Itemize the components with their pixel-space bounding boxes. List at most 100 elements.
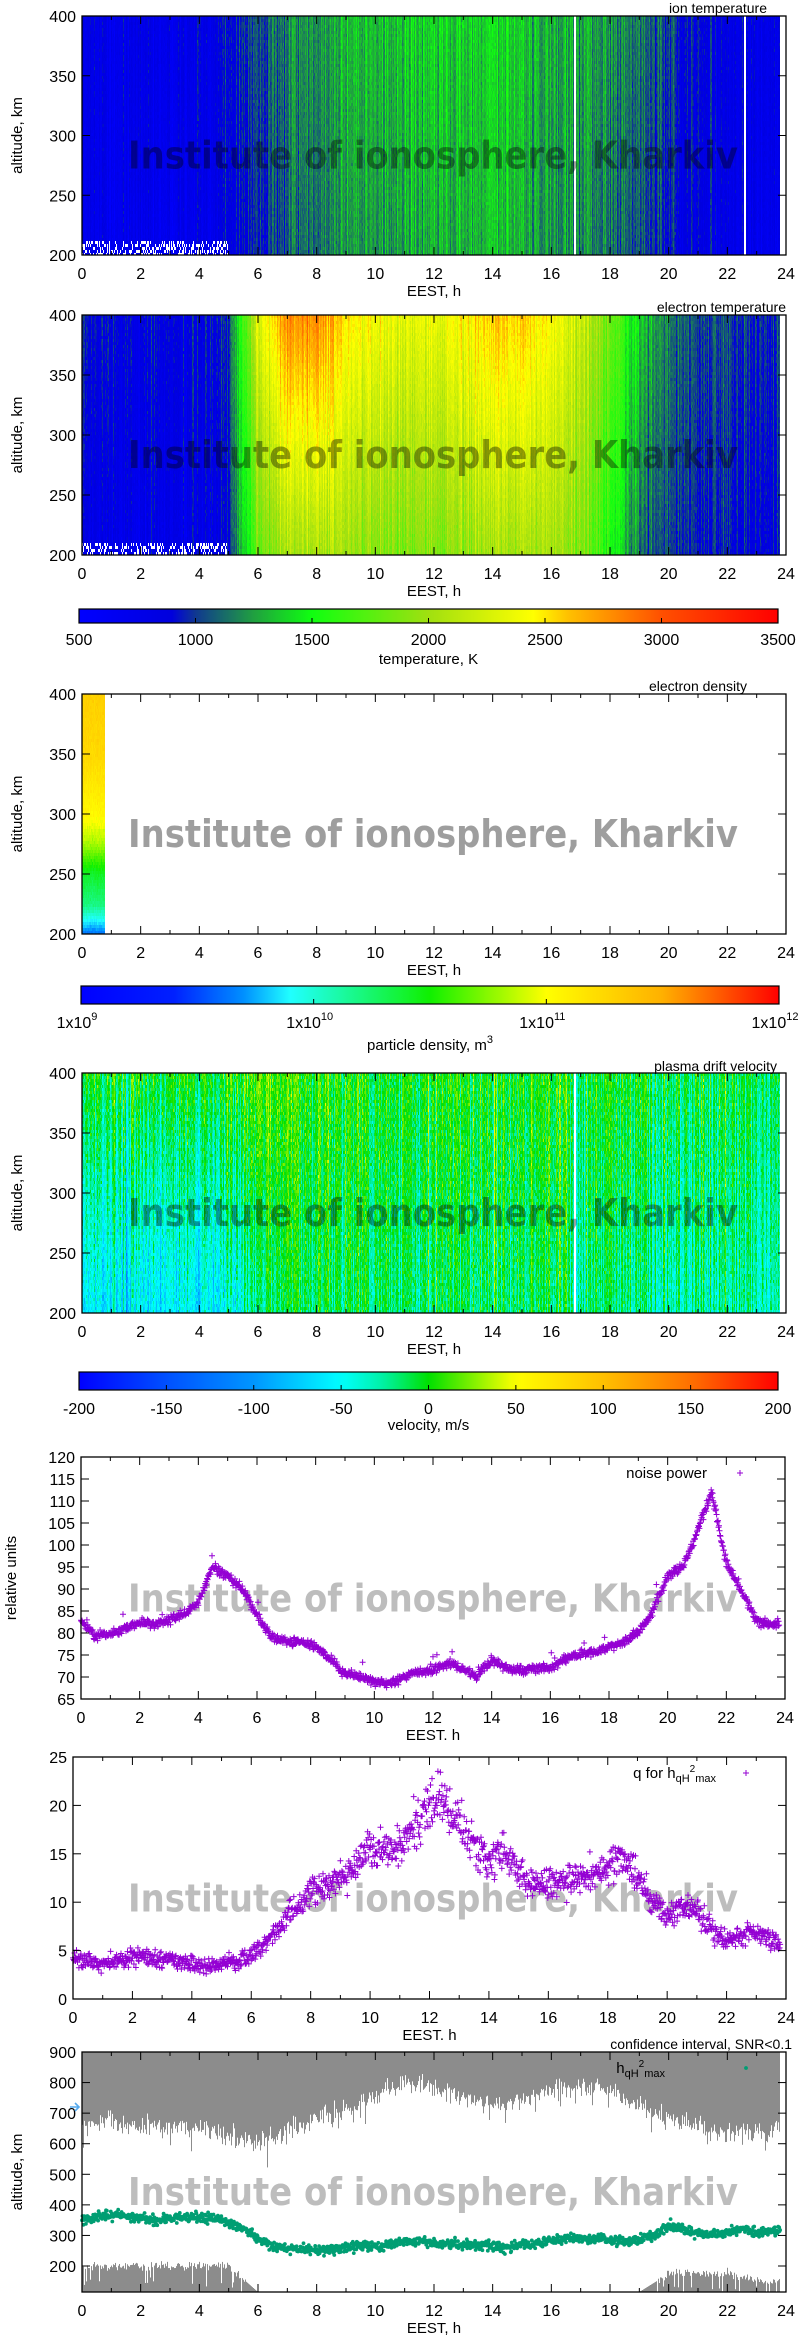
data-point: [234, 1961, 241, 1968]
data-point: [284, 1638, 291, 1645]
data-point: [667, 1916, 674, 1923]
data-point: [498, 1662, 504, 1669]
data-point: [122, 1962, 129, 1969]
data-point: [224, 1570, 231, 1577]
data-point: [771, 1934, 778, 1941]
data-point: [681, 1902, 687, 1909]
data-point: [343, 1879, 350, 1886]
data-point: [751, 1609, 758, 1616]
data-point: [268, 1932, 275, 1938]
data-point: [717, 1934, 724, 1941]
data-point: [569, 1654, 576, 1661]
data-point: [127, 1945, 134, 1951]
data-point: [651, 1606, 657, 1613]
data-point: [333, 1879, 340, 1886]
data-point: [155, 1957, 162, 1964]
data-point: [129, 1950, 136, 1957]
data-point: [558, 1658, 565, 1665]
data-point: [160, 1959, 167, 1966]
data-point: [583, 1651, 589, 1658]
data-point: [260, 1940, 267, 1947]
data-point: [405, 1669, 412, 1676]
data-point: [177, 1954, 184, 1961]
data-point: [273, 1634, 280, 1641]
data-point: [422, 1667, 429, 1674]
data-point: [666, 1569, 673, 1576]
data-point: [175, 1960, 182, 1967]
data-point: [303, 1642, 310, 1649]
data-point: [309, 1890, 316, 1897]
data-point: [773, 1931, 780, 1938]
data-point: [463, 1667, 470, 1674]
x-tick-label: 12: [425, 2303, 443, 2320]
data-point: [80, 1620, 86, 1627]
data-point: [147, 1622, 154, 1629]
data-point: [544, 1884, 551, 1891]
data-point: [316, 1873, 323, 1880]
data-point: [145, 1960, 152, 1967]
data-point: [535, 1663, 542, 1670]
data-point: [431, 1805, 438, 1812]
data-point: [578, 1646, 585, 1653]
data-point: [671, 1570, 678, 1577]
data-point: [340, 1875, 347, 1882]
data-point: [563, 1874, 570, 1881]
data-point: [101, 1963, 108, 1970]
data-point: [170, 1958, 177, 1965]
data-point: [608, 1640, 615, 1647]
data-point: [394, 1847, 401, 1853]
data-point: [367, 1846, 374, 1853]
data-point: [511, 1668, 518, 1675]
data-point: [143, 1621, 150, 1628]
data-point: [467, 1673, 474, 1680]
data-point: [499, 1668, 506, 1674]
data-point: [706, 1921, 713, 1928]
data-point: [145, 1622, 151, 1629]
data-point: [340, 1669, 346, 1676]
data-point: [744, 1923, 751, 1930]
data-point: [748, 1931, 755, 1938]
data-point: [120, 1624, 127, 1631]
data-point: [537, 1879, 544, 1886]
data-point: [219, 1960, 226, 1967]
data-point: [173, 1963, 180, 1970]
data-point: [743, 1926, 750, 1933]
data-point: [258, 1942, 265, 1949]
data-point: [544, 1895, 551, 1901]
data-point: [142, 1621, 148, 1628]
data-point: [133, 1953, 140, 1960]
data-point: [415, 1830, 422, 1837]
data-point: [576, 1651, 583, 1658]
data-point: [144, 1618, 150, 1625]
data-point: [562, 1658, 568, 1665]
data-point: [712, 1928, 719, 1935]
data-point: [543, 1663, 550, 1669]
data-point: [328, 1652, 335, 1659]
data-point: [238, 1587, 245, 1594]
data-point: [203, 1581, 210, 1588]
data-point: [578, 1876, 585, 1882]
data-point: [221, 1960, 228, 1967]
data-point: [527, 1886, 534, 1893]
data-point: [495, 1841, 502, 1848]
data-point: [391, 1682, 398, 1689]
data-point: [82, 1962, 89, 1969]
data-point: [171, 1616, 178, 1623]
data-point: [109, 1629, 116, 1635]
data-point: [229, 1960, 236, 1967]
data-point: [596, 1875, 603, 1882]
data-point: [255, 1948, 262, 1955]
x-tick-label: 0: [78, 945, 87, 962]
data-point: [619, 1867, 626, 1874]
data-point: [734, 1582, 741, 1589]
data-point: [754, 1615, 761, 1622]
data-point: [104, 1631, 111, 1638]
data-point: [697, 1905, 704, 1912]
data-point: [267, 1635, 274, 1642]
data-point: [732, 1935, 738, 1942]
data-point: [306, 1878, 313, 1885]
data-point: [213, 1565, 220, 1571]
data-point: [576, 1875, 582, 1882]
data-point: [600, 1643, 607, 1650]
data-point: [115, 1957, 122, 1964]
